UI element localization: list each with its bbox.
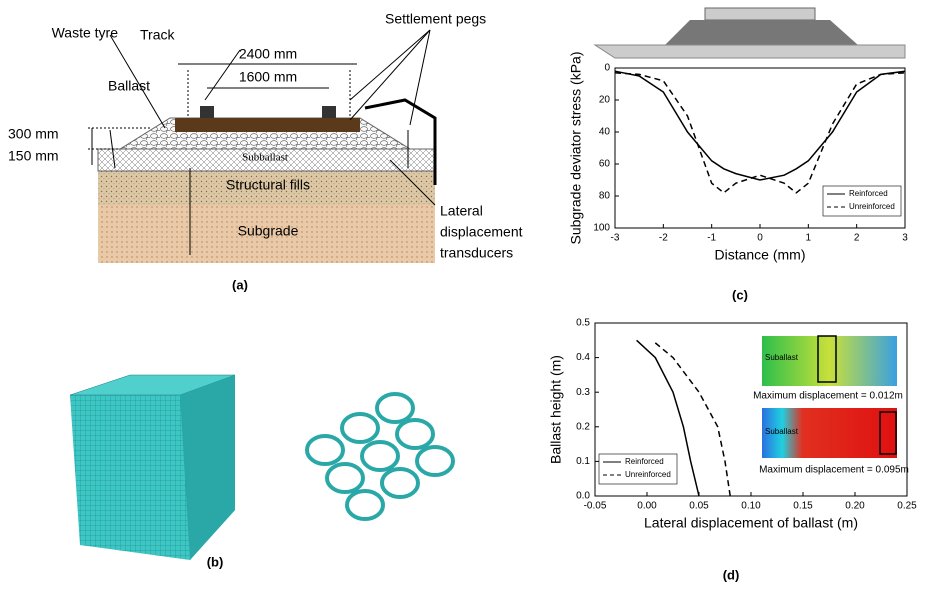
y-tick-label: 40 [599, 127, 611, 138]
x-tick-label: 0.05 [689, 501, 709, 512]
fem-mesh: (b) [70, 375, 453, 569]
panel-label: (a) [232, 277, 248, 292]
figure: Waste tyre Track Settlement pegs 2400 mm… [0, 0, 930, 596]
x-axis-title: Lateral displacement of ballast (m) [644, 515, 858, 531]
annotation: Suballast [765, 427, 799, 436]
label: Ballast [108, 78, 150, 94]
label: displacement [440, 224, 523, 240]
label: transducers [440, 245, 513, 261]
y-tick-label: 80 [599, 191, 611, 202]
geocell [307, 394, 453, 519]
annotation: Maximum displacement = 0.095m [759, 465, 909, 476]
x-tick-label: -1 [707, 233, 716, 244]
x-tick-label: 0.10 [741, 501, 761, 512]
annotation: Maximum displacement = 0.012m [753, 391, 903, 402]
y-axis-title: Ballast height (m) [548, 355, 564, 464]
y-tick-label: 100 [593, 223, 610, 234]
track-diagram: Waste tyre Track Settlement pegs 2400 mm… [8, 11, 523, 293]
x-tick-label: 0.25 [897, 501, 917, 512]
label: 300 mm [8, 126, 59, 142]
y-tick-label: 0.0 [576, 491, 590, 502]
legend-label: Reinforced [849, 189, 888, 198]
label: Track [140, 27, 175, 43]
label: 2400 mm [239, 46, 297, 62]
x-tick-label: 3 [902, 233, 908, 244]
label: Waste tyre [52, 25, 119, 41]
label: Structural fills [226, 177, 310, 193]
x-tick-label: 1 [806, 233, 812, 244]
y-tick-label: 0.3 [576, 387, 590, 398]
y-tick-label: 0.1 [576, 456, 590, 467]
y-tick-label: 0 [604, 63, 610, 74]
panel-label: (b) [207, 554, 224, 569]
panel-label: (d) [723, 567, 740, 582]
y-tick-label: 20 [599, 95, 611, 106]
track-sketch [595, 8, 905, 58]
x-tick-label: 0.20 [845, 501, 865, 512]
series-line [615, 71, 905, 180]
x-tick-label: -3 [611, 233, 620, 244]
x-tick-label: -2 [659, 233, 668, 244]
leader [205, 50, 240, 100]
rail [322, 106, 336, 118]
legend-label: Unreinforced [849, 202, 895, 211]
x-tick-label: 2 [854, 233, 860, 244]
y-tick-label: 0.5 [576, 318, 590, 329]
x-tick-label: 0.15 [793, 501, 813, 512]
x-axis-title: Distance (mm) [714, 247, 805, 263]
panel-label: (c) [732, 287, 748, 302]
x-tick-label: -0.05 [584, 501, 607, 512]
rail [200, 106, 214, 118]
y-tick-label: 0.4 [576, 352, 590, 363]
label: Lateral [440, 203, 483, 219]
label: Subgrade [238, 223, 299, 239]
annotation: Suballast [765, 353, 799, 362]
legend-label: Unreinforced [625, 470, 671, 479]
y-tick-label: 60 [599, 159, 611, 170]
label: 150 mm [8, 148, 59, 164]
y-axis-title: Subgrade deviator stress (kPa) [568, 52, 584, 245]
label: Settlement pegs [385, 11, 486, 27]
sleeper [175, 118, 360, 132]
series-line [615, 73, 905, 193]
label: 1600 mm [239, 69, 297, 85]
label: Subballast [242, 152, 288, 164]
y-tick-label: 0.2 [576, 421, 590, 432]
x-tick-label: 0 [757, 233, 763, 244]
legend-label: Reinforced [625, 457, 664, 466]
leader [350, 30, 430, 100]
x-tick-label: 0.00 [637, 501, 657, 512]
